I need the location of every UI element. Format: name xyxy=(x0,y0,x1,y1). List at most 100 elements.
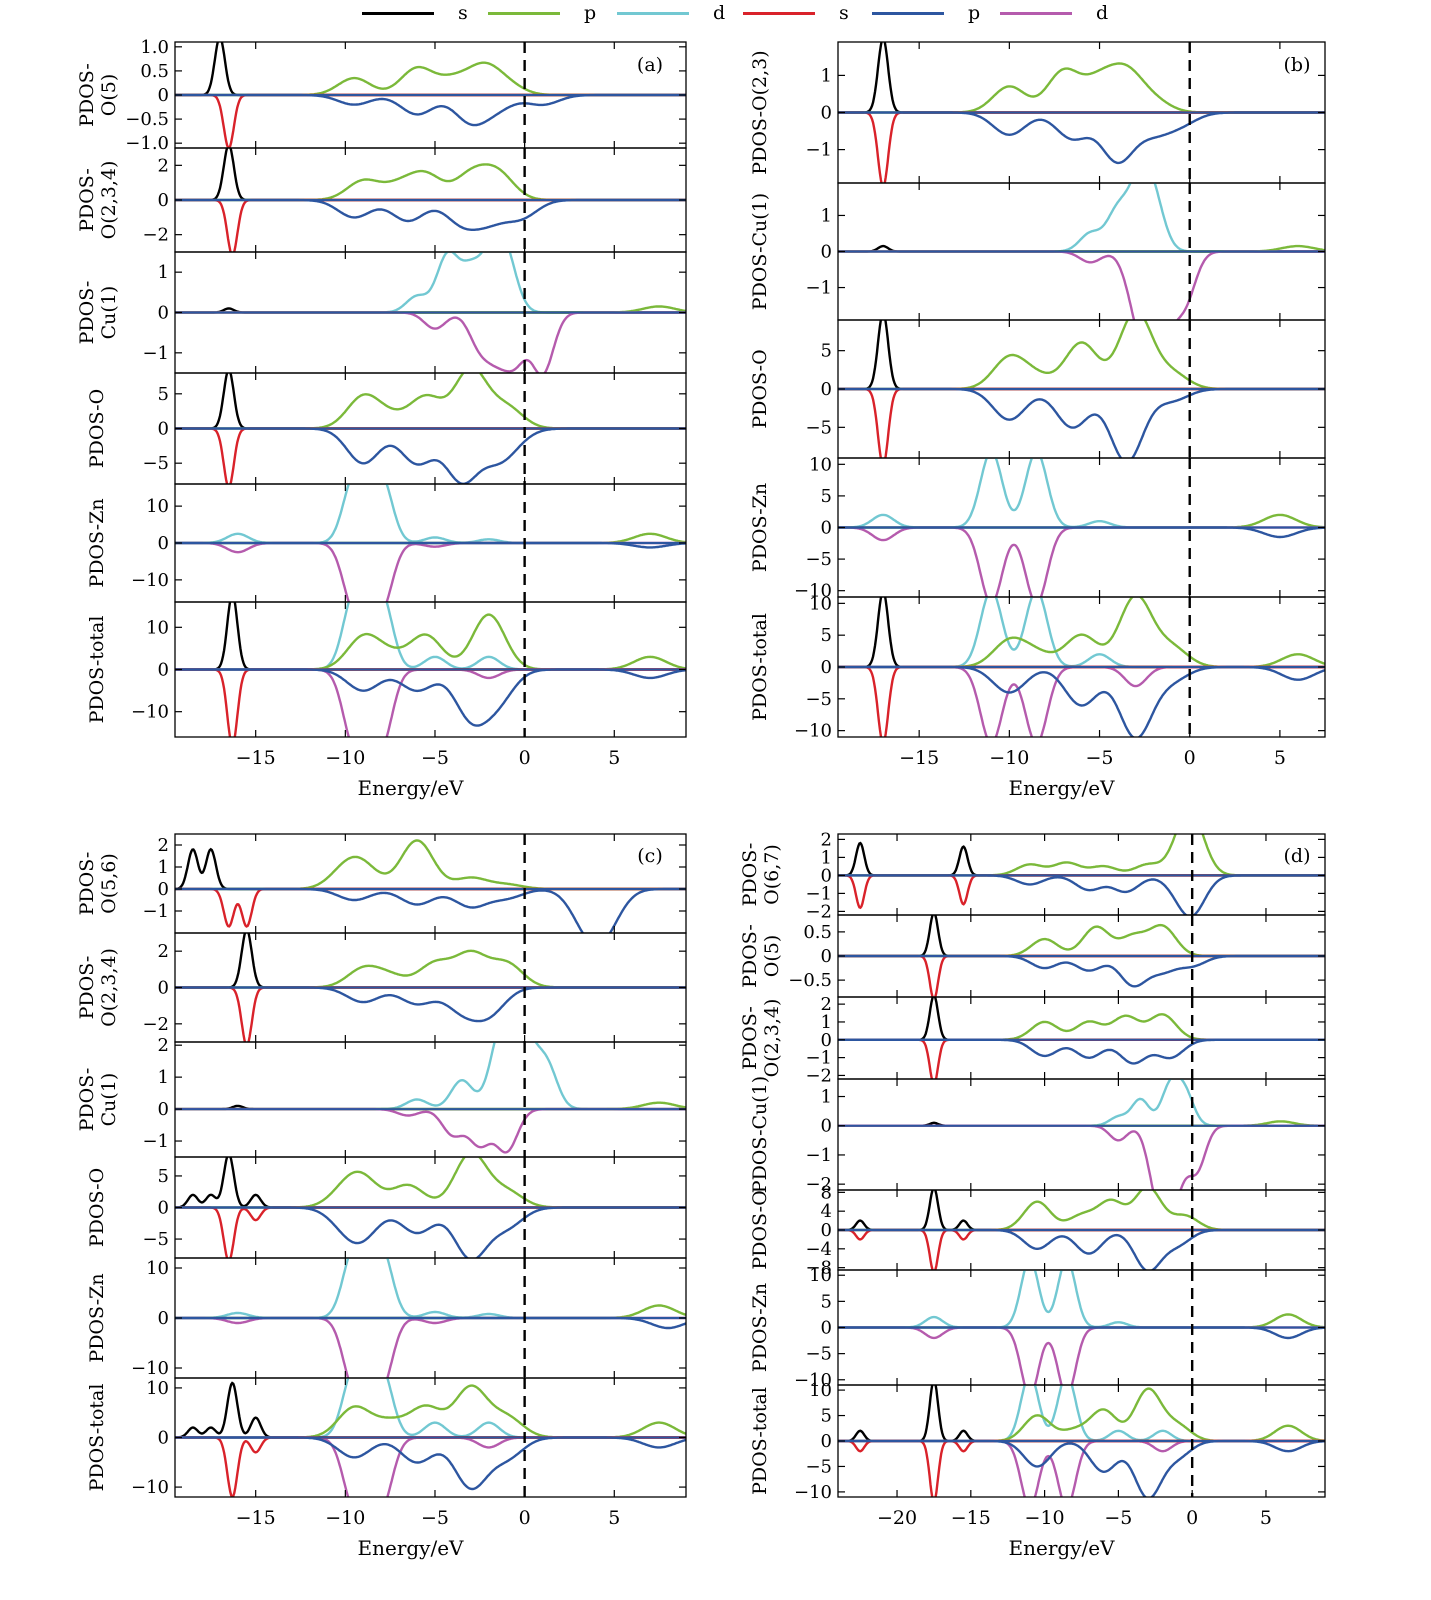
y-tick-label: 4 xyxy=(821,1201,832,1222)
y-tick-label: −10 xyxy=(131,570,169,591)
y-tick-label: 0.5 xyxy=(140,61,169,82)
series-line xyxy=(838,1228,1325,1270)
y-tick-label: −0.5 xyxy=(788,970,832,991)
series-line xyxy=(175,373,686,430)
y-tick-label: −2 xyxy=(805,1174,832,1195)
x-axis-label: Energy/eV xyxy=(358,776,465,800)
legend-line xyxy=(488,11,560,15)
legend-item: d xyxy=(617,2,725,24)
curves xyxy=(175,373,686,484)
y-tick-label: 5 xyxy=(821,1291,832,1312)
chart-panel: 10−1PDOS-O(2,3)10−1PDOS-Cu(1)50−5PDOS-O1… xyxy=(749,41,1326,800)
y-tick-label: 10 xyxy=(146,496,169,517)
y-tick-label: 1 xyxy=(821,65,832,86)
y-tick-label: 0 xyxy=(158,85,169,106)
x-tick-label: 0 xyxy=(519,1507,531,1529)
x-tick-label: −15 xyxy=(951,1507,991,1529)
y-tick-label: 0 xyxy=(821,1030,832,1051)
y-tick-label: 10 xyxy=(146,1378,169,1399)
y-tick-label: −2 xyxy=(142,1014,169,1035)
series-line xyxy=(838,250,1325,320)
x-tick-label: −10 xyxy=(325,1507,365,1529)
series-line xyxy=(838,526,1325,597)
curves xyxy=(838,597,1325,737)
y-axis-label: PDOS-O xyxy=(749,1190,771,1269)
y-tick-label: −10 xyxy=(131,702,169,723)
series-line xyxy=(838,665,1325,737)
subplot: 2 0 −2 PDOS- O(2,3,4) xyxy=(76,147,687,253)
y-axis-label: Cu(1) xyxy=(98,1073,120,1127)
legend-item: p xyxy=(872,2,980,24)
subplot: 10 5 0 −5 −10 PDOS-Zn xyxy=(749,1265,1326,1391)
panel-label: (c) xyxy=(637,845,662,867)
y-tick-label: 5 xyxy=(821,1406,832,1427)
y-axis-label: PDOS- xyxy=(76,281,98,345)
curves xyxy=(838,183,1325,320)
subplot: 1 0 −1 −2 PDOS-Cu(1) xyxy=(749,1076,1326,1195)
series-line xyxy=(175,163,686,202)
y-tick-label: 10 xyxy=(809,593,832,614)
y-axis-label: PDOS-total xyxy=(749,613,771,721)
y-tick-label: −5 xyxy=(805,1344,832,1365)
y-tick-label: −1 xyxy=(805,1048,832,1069)
series-line xyxy=(838,1313,1325,1329)
y-tick-label: 2 xyxy=(821,829,832,850)
series-line xyxy=(175,198,686,252)
series-line xyxy=(175,93,686,127)
series-line xyxy=(838,834,1325,877)
legend-label: s xyxy=(839,2,849,24)
series-line xyxy=(838,1079,1325,1127)
series-line xyxy=(838,1190,1325,1232)
subplot: 10 5 0 −5 −10 PDOS-Zn xyxy=(749,454,1326,602)
legend-item: p xyxy=(488,2,596,24)
series-line xyxy=(838,111,1325,183)
y-tick-label: −10 xyxy=(794,1482,832,1503)
y-tick-label: 1 xyxy=(821,205,832,226)
y-tick-label: −8 xyxy=(805,1258,832,1279)
y-axis-label: PDOS- xyxy=(76,63,98,127)
subplot: 5 0 −5 PDOS-O xyxy=(86,1156,687,1259)
series-line xyxy=(838,320,1325,391)
series-line xyxy=(175,427,686,484)
series-line xyxy=(175,93,686,148)
y-axis-label: PDOS-O xyxy=(86,389,108,468)
series-line xyxy=(175,1316,686,1378)
y-tick-label: 8 xyxy=(821,1182,832,1203)
y-tick-label: 5 xyxy=(821,341,832,362)
y-tick-label: 1.0 xyxy=(140,37,169,58)
legend-label: d xyxy=(713,2,726,24)
subplot: 10 0 −10 PDOS-Zn xyxy=(86,1257,687,1379)
y-tick-label: 0 xyxy=(158,1308,169,1329)
legend-label: p xyxy=(584,2,597,24)
y-tick-label: 0 xyxy=(821,1116,832,1137)
x-tick-label: 5 xyxy=(1260,1507,1272,1529)
series-line xyxy=(175,427,686,484)
y-tick-label: −5 xyxy=(142,453,169,474)
series-line xyxy=(175,198,686,231)
curves xyxy=(838,320,1325,458)
y-tick-label: 0 xyxy=(158,660,169,681)
y-tick-label: −5 xyxy=(805,689,832,710)
curves xyxy=(838,997,1325,1079)
series-line xyxy=(175,1384,686,1439)
y-axis-label: O(2,3,4) xyxy=(98,161,120,240)
legend-line xyxy=(743,11,815,15)
y-axis-label: O(6,7) xyxy=(761,844,783,905)
y-axis-label: Cu(1) xyxy=(98,286,120,340)
subplot: 10 0 −10 PDOS-Zn xyxy=(86,483,687,603)
subplot: 2 0 −2 PDOS- O(2,3,4) xyxy=(76,932,687,1043)
y-axis-label: PDOS- xyxy=(739,843,761,907)
y-tick-label: −5 xyxy=(142,1229,169,1250)
y-tick-label: 0 xyxy=(158,533,169,554)
y-axis-label: PDOS- xyxy=(739,1006,761,1070)
series-line xyxy=(175,986,686,1042)
y-axis-label: PDOS-O xyxy=(86,1168,108,1247)
series-line xyxy=(838,387,1325,458)
x-tick-label: −15 xyxy=(899,747,939,769)
y-tick-label: −1 xyxy=(805,278,832,299)
subplot-frame xyxy=(174,833,687,934)
series-line xyxy=(175,668,686,737)
y-tick-label: 10 xyxy=(809,1265,832,1286)
